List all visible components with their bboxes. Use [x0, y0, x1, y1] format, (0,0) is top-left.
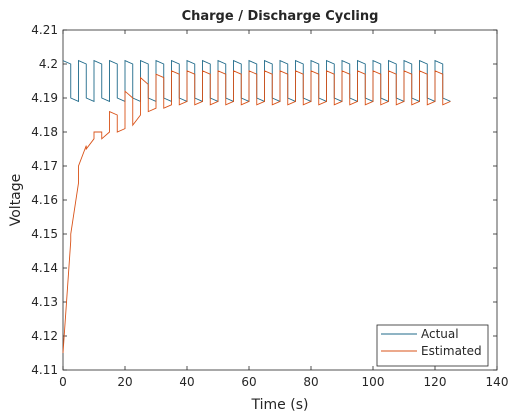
y-tick-label: 4.19	[31, 91, 58, 105]
y-tick-label: 4.21	[31, 23, 58, 37]
y-tick-label: 4.18	[31, 125, 58, 139]
y-tick-label: 4.2	[39, 57, 58, 71]
x-tick-label: 100	[362, 375, 385, 389]
series-line	[62, 70, 451, 354]
chart-title: Charge / Discharge Cycling	[182, 9, 379, 24]
y-tick-label: 4.16	[31, 193, 58, 207]
x-axis-label: Time (s)	[251, 397, 309, 413]
x-tick-label: 60	[241, 375, 256, 389]
x-tick-label: 80	[303, 375, 318, 389]
y-axis-label: Voltage	[8, 174, 24, 227]
y-tick-label: 4.12	[31, 329, 58, 343]
x-tick-label: 0	[59, 375, 67, 389]
y-tick-label: 4.11	[31, 363, 58, 377]
x-tick-label: 40	[179, 375, 194, 389]
y-tick-label: 4.15	[31, 227, 58, 241]
x-tick-label: 20	[117, 375, 132, 389]
x-tick-label: 120	[424, 375, 447, 389]
y-tick-label: 4.14	[31, 261, 58, 275]
legend-label: Estimated	[421, 344, 482, 358]
legend-label: Actual	[421, 327, 459, 341]
y-tick-label: 4.17	[31, 159, 58, 173]
y-tick-label: 4.13	[31, 295, 58, 309]
x-tick-label: 140	[486, 375, 509, 389]
legend-box	[376, 324, 489, 367]
